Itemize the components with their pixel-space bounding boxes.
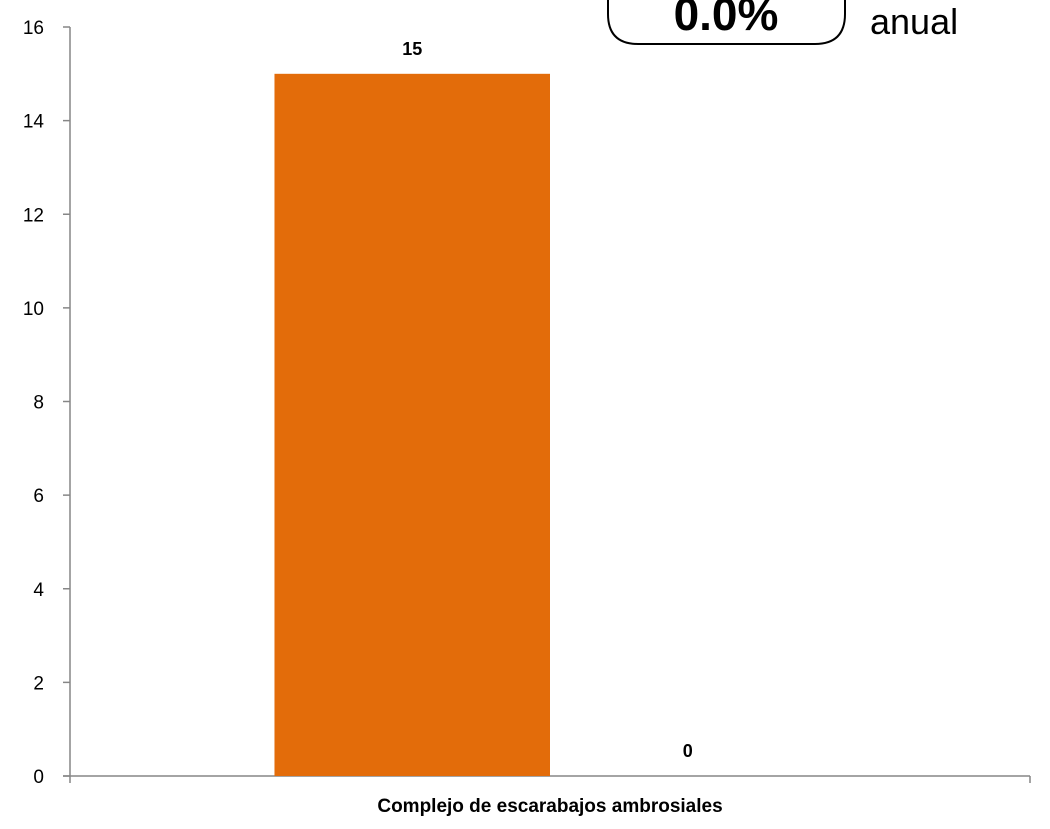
data-label: 15 [402, 39, 422, 59]
data-label: 0 [683, 741, 693, 761]
y-tick-label: 16 [23, 18, 44, 39]
y-tick-label: 14 [23, 112, 45, 133]
badge-value: 0.0% [674, 0, 779, 40]
y-tick-label: 10 [23, 299, 44, 320]
y-tick-label: 4 [33, 580, 44, 601]
x-category-label: Complejo de escarabajos ambrosiales [377, 796, 722, 817]
badge-label: anual [870, 1, 958, 42]
badge-frame [607, 0, 846, 45]
labels: 15 0 Complejo de escarabajos ambrosiales [377, 39, 722, 817]
y-tick-label: 2 [33, 673, 44, 694]
y-tick-label: 6 [33, 486, 44, 507]
bars [274, 73, 550, 776]
y-tick-label: 12 [23, 205, 44, 226]
y-tick-label: 8 [33, 393, 44, 414]
axes: 0 2 4 6 8 10 12 14 16 [23, 18, 1031, 788]
bar [274, 73, 550, 776]
change-badge: 0.0% anual [607, 0, 958, 45]
y-tick-label: 0 [33, 767, 44, 788]
